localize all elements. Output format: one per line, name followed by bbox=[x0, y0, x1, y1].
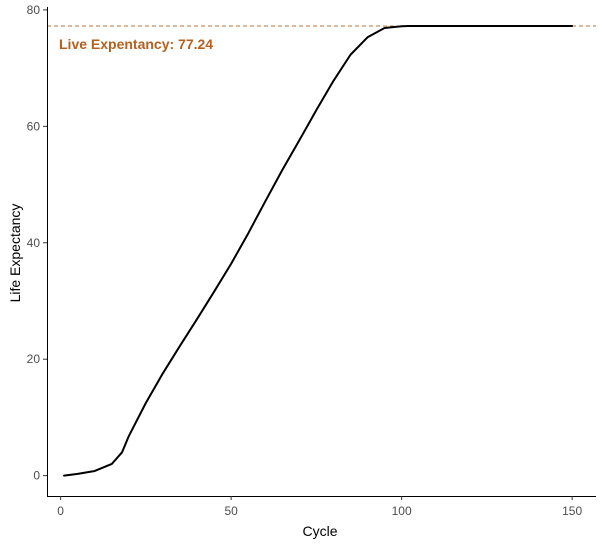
y-tick-label: 0 bbox=[33, 469, 40, 483]
series-line bbox=[63, 24, 574, 477]
x-tick-label: 0 bbox=[57, 504, 64, 518]
y-tick-label: 20 bbox=[27, 352, 41, 366]
x-tick-label: 150 bbox=[562, 504, 582, 518]
y-tick-label: 60 bbox=[27, 119, 41, 133]
y-tick-label: 80 bbox=[27, 3, 41, 17]
life-expectancy-annotation: Live Expentancy: 77.24 bbox=[59, 36, 213, 52]
x-axis-title: Cycle bbox=[302, 523, 337, 539]
y-tick-label: 40 bbox=[27, 236, 41, 250]
y-axis-title: Life Expectancy bbox=[7, 204, 23, 303]
x-tick-label: 100 bbox=[392, 504, 412, 518]
x-tick-label: 50 bbox=[224, 504, 238, 518]
